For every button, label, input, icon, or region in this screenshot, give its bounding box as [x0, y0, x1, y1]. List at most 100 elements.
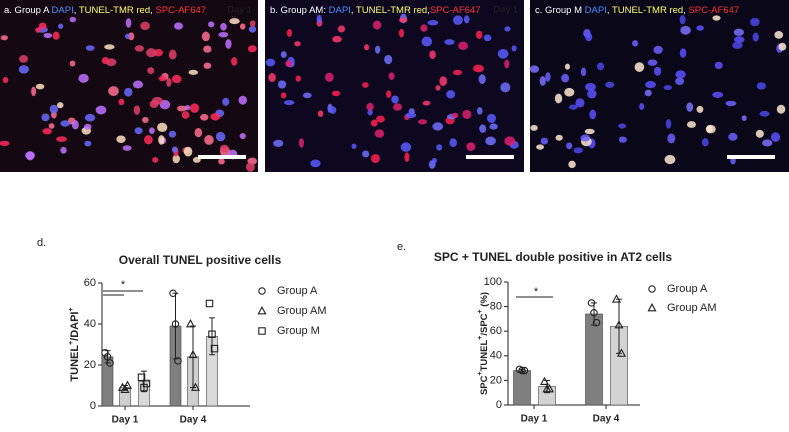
panel-label: b. Group AM: DAPI, TUNEL-TMR red,SPC-AF6… — [270, 5, 481, 16]
cell — [536, 144, 545, 150]
cell — [245, 162, 255, 172]
cell — [466, 142, 476, 151]
cell — [134, 127, 143, 135]
cell — [486, 113, 497, 124]
y-label-part: + — [477, 371, 484, 375]
cell — [435, 85, 441, 91]
cell — [618, 136, 627, 143]
cell — [329, 106, 337, 114]
cell — [366, 102, 374, 111]
cell — [247, 45, 257, 53]
cell — [26, 151, 35, 161]
cell — [575, 98, 585, 108]
cell — [584, 128, 595, 135]
cell — [404, 152, 410, 163]
cell — [566, 142, 573, 150]
scale-bar — [198, 155, 246, 159]
data-point — [142, 379, 151, 388]
cell — [564, 87, 575, 97]
cell — [229, 18, 240, 25]
data-point — [590, 308, 598, 317]
cell — [776, 104, 786, 114]
cell — [653, 66, 662, 76]
cell — [479, 124, 487, 133]
label-segment: a. Group A — [4, 5, 52, 16]
cell — [500, 82, 511, 93]
cell — [632, 40, 639, 47]
cell — [667, 133, 676, 144]
cell — [585, 32, 593, 42]
cell — [420, 24, 428, 32]
cell — [645, 81, 656, 89]
cell — [310, 159, 321, 168]
data-point — [188, 349, 198, 359]
cell — [362, 150, 370, 158]
cell — [364, 44, 370, 51]
cell — [489, 123, 498, 130]
cell — [372, 20, 382, 30]
cell — [173, 22, 184, 30]
cell — [189, 103, 200, 113]
x-tick-label: Day 4 — [180, 415, 207, 426]
cell — [298, 138, 305, 148]
cell — [60, 120, 71, 127]
cell — [376, 115, 385, 123]
cell — [142, 116, 149, 123]
cell — [201, 31, 210, 42]
cell — [128, 32, 135, 41]
data-point — [137, 373, 146, 382]
cell — [605, 81, 615, 88]
cell — [472, 64, 484, 73]
data-point — [544, 384, 555, 393]
cell — [663, 85, 673, 91]
y-tick-label: 0 — [90, 400, 96, 412]
cell — [285, 60, 293, 67]
cell — [316, 14, 322, 24]
cell — [295, 75, 301, 82]
cell — [530, 124, 538, 131]
x-tick-label: Day 1 — [521, 414, 548, 425]
cell — [432, 122, 444, 131]
x-tick-label: Day 4 — [593, 414, 620, 425]
legend-label: Group AM — [667, 302, 717, 314]
cell — [231, 57, 238, 66]
cell — [149, 127, 155, 134]
cell — [675, 77, 685, 85]
cell — [634, 62, 645, 72]
cell — [56, 136, 67, 143]
cell — [203, 45, 212, 53]
cell — [283, 100, 295, 106]
cell — [388, 72, 395, 80]
cell — [239, 132, 246, 140]
cell — [84, 140, 92, 147]
cell — [647, 59, 658, 66]
cell — [78, 73, 89, 83]
chart-title: SPC + TUNEL double positive in AT2 cells — [434, 250, 672, 264]
cell — [317, 110, 324, 117]
cell — [176, 105, 187, 112]
cell — [665, 119, 672, 129]
label-segment: b. Group AM: — [270, 5, 329, 16]
cell — [48, 123, 55, 129]
cell — [431, 157, 437, 164]
cell — [367, 109, 373, 116]
cell — [220, 22, 227, 31]
cell — [750, 17, 760, 27]
cell — [444, 39, 455, 45]
scale-bar — [727, 155, 775, 159]
data-point — [205, 299, 214, 308]
significance-mark: * — [534, 286, 539, 298]
data-point — [587, 299, 596, 307]
data-point — [120, 384, 130, 393]
data-point — [140, 383, 148, 392]
cell — [168, 130, 177, 138]
cell — [302, 92, 312, 99]
cell — [422, 100, 431, 106]
cell — [596, 62, 605, 71]
cell — [85, 45, 95, 51]
data-point — [101, 348, 109, 357]
cell — [69, 16, 77, 23]
cell — [158, 75, 167, 82]
cell — [268, 73, 276, 83]
